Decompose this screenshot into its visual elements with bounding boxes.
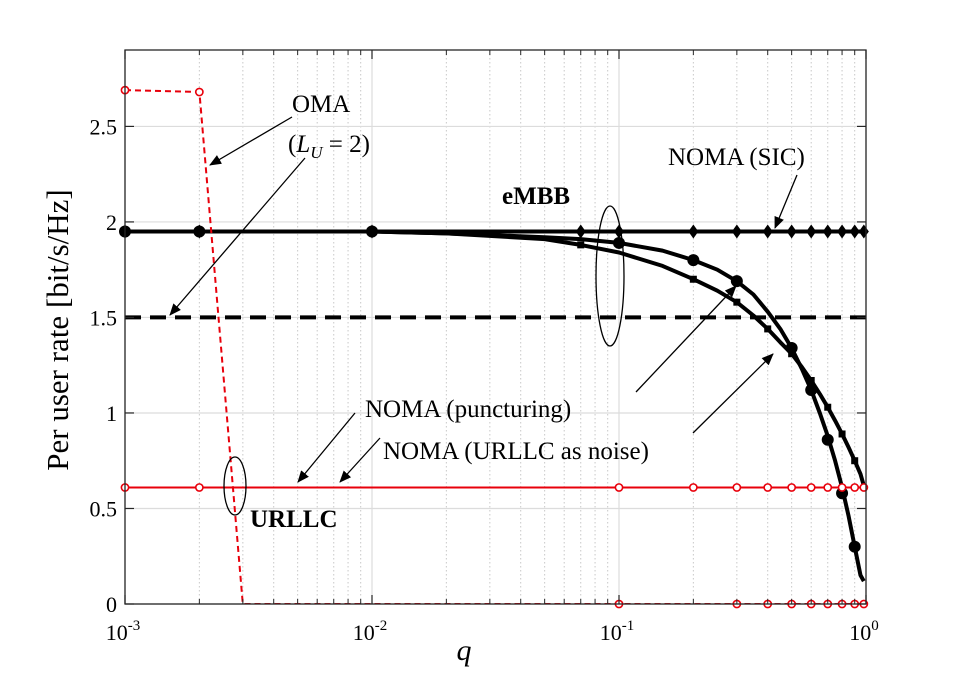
- marker-noma-puncturing: [730, 275, 743, 288]
- x-tick-label: 10-3: [106, 618, 141, 645]
- marker-noma-puncturing: [805, 384, 818, 397]
- marker-noma-urllc: [732, 483, 742, 492]
- marker-noma-puncturing: [366, 225, 378, 238]
- marker-noma-urllc: [763, 483, 773, 492]
- y-tick-label: 1: [106, 401, 117, 426]
- marker-noma-urllc: [806, 483, 816, 492]
- y-axis-label: Per user rate [bit/s/Hz]: [40, 189, 75, 470]
- annotation-oma-sub: U: [310, 143, 324, 162]
- marker-oma-l-u-2-urllc: [194, 87, 204, 97]
- y-tick-label: 0: [106, 592, 117, 617]
- marker-noma-urllc: [787, 483, 797, 492]
- arrow-puncturing-urllc: [297, 412, 356, 483]
- marker-noma-urllc-as-noise: [838, 430, 846, 438]
- marker-noma-sic: [762, 224, 773, 239]
- arrow-noma-puncturing: [635, 285, 737, 393]
- marker-noma-puncturing: [821, 433, 834, 446]
- annotation-oma-L: L: [295, 131, 310, 158]
- arrow-oma-embb: [169, 157, 306, 316]
- y-tick-label: 2.5: [90, 114, 118, 139]
- marker-noma-urllc-as-noise: [733, 298, 741, 306]
- marker-noma-puncturing: [848, 540, 861, 553]
- marker-noma-urllc-as-noise: [807, 376, 815, 384]
- marker-noma-puncturing: [687, 254, 700, 267]
- annotation-oma-open: (: [288, 131, 296, 158]
- marker-noma-urllc: [194, 483, 204, 492]
- marker-noma-urllc-as-noise: [764, 325, 772, 333]
- marker-noma-sic: [786, 224, 797, 239]
- marker-noma-sic: [806, 224, 817, 239]
- marker-noma-urllc: [614, 483, 624, 492]
- annotation-oma-rest: = 2): [323, 131, 370, 158]
- x-tick-label: 10-1: [600, 618, 635, 645]
- annotation-noma-sic: NOMA (SIC): [668, 144, 805, 171]
- marker-noma-sic: [849, 224, 860, 239]
- ticks: 10-3 10-2 10-1 100 0 0.5 1 1.5 2 2.5: [90, 50, 879, 645]
- marker-noma-urllc: [850, 483, 860, 492]
- marker-noma-sic: [822, 224, 833, 239]
- embb-group-ellipse: [595, 205, 625, 347]
- marker-noma-puncturing: [193, 225, 206, 238]
- x-tick-label: 100: [849, 618, 879, 645]
- marker-noma-urllc: [823, 483, 833, 492]
- marker-noma-urllc-as-noise: [824, 403, 832, 411]
- marker-noma-urllc: [688, 483, 698, 492]
- marker-noma-urllc-as-noise: [689, 275, 697, 283]
- marker-noma-sic: [688, 224, 699, 239]
- marker-noma-sic: [575, 224, 586, 239]
- arrow-noma-sic: [774, 174, 798, 229]
- y-tick-label: 2: [106, 210, 117, 235]
- annotation-oma: OMA: [292, 91, 350, 118]
- y-tick-label: 1.5: [90, 305, 118, 330]
- marker-noma-urllc-as-noise: [577, 241, 585, 249]
- annotation-urllc: URLLC: [250, 506, 338, 533]
- annotation-oma-lu: (LU = 2): [288, 131, 370, 162]
- marker-noma-urllc-as-noise: [788, 350, 796, 358]
- urllc-group-ellipse: [223, 456, 247, 516]
- marker-noma-sic: [837, 224, 848, 239]
- annotation-embb: eMBB: [502, 183, 570, 210]
- arrow-oma-urllc: [209, 116, 293, 166]
- annotation-noma-puncturing: NOMA (puncturing): [365, 396, 571, 423]
- marker-noma-sic: [731, 224, 742, 239]
- x-axis-label: q: [457, 634, 472, 667]
- arrow-noise-urllc: [339, 437, 381, 483]
- plot-frame: [124, 49, 867, 605]
- y-tick-label: 0.5: [90, 496, 118, 521]
- arrow-noma-noise: [692, 353, 774, 434]
- series-line-oma-l-u-2-urllc: [125, 89, 864, 604]
- marker-noma-urllc: [837, 483, 847, 492]
- annotation-noma-noise: NOMA (URLLC as noise): [383, 438, 649, 465]
- x-tick-label: 10-2: [353, 618, 388, 645]
- marker-noma-urllc-as-noise: [851, 457, 859, 465]
